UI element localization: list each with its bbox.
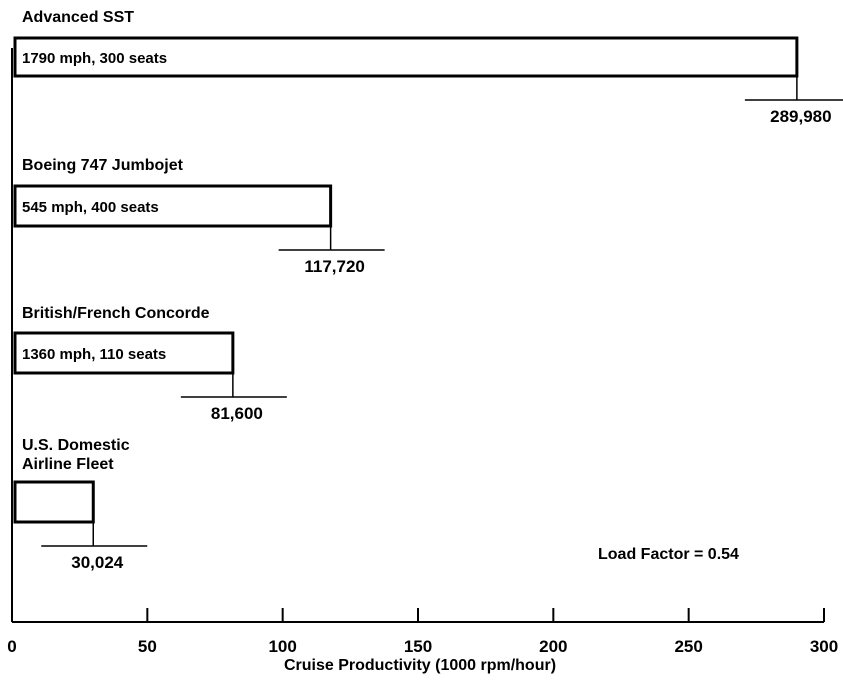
bar-category-label: U.S. Domestic — [22, 437, 130, 454]
bar-inner-label: 1360 mph, 110 seats — [22, 346, 166, 363]
x-tick-label: 200 — [539, 637, 567, 656]
x-tick-label: 50 — [138, 637, 157, 656]
bar-category-label: Boeing 747 Jumbojet — [22, 157, 184, 174]
bar-group: Advanced SST 1790 mph, 300 seats 289,980 — [13, 9, 843, 126]
bar-group: Boeing 747 Jumbojet 545 mph, 400 seats 117… — [13, 157, 385, 276]
bar — [13, 36, 799, 78]
bar — [13, 184, 333, 228]
load-factor-annotation: Load Factor = 0.54 — [598, 546, 739, 563]
bar-category-label: British/French Concorde — [22, 305, 210, 322]
bar-value-label: 81,600 — [211, 404, 263, 423]
bar-category-label: Airline Fleet — [22, 456, 114, 473]
x-axis-label: Cruise Productivity (1000 rpm/hour) — [284, 657, 556, 674]
x-tick-label: 300 — [810, 637, 838, 656]
bar-value-label: 289,980 — [770, 107, 831, 126]
bar-category-label: Advanced SST — [22, 9, 134, 26]
bar-value-label: 117,720 — [304, 257, 365, 276]
bar-inner-label: 545 mph, 400 seats — [22, 199, 159, 216]
bar — [13, 480, 95, 524]
bars-layer: Advanced SST 1790 mph, 300 seats 289,980 Bo… — [13, 9, 843, 572]
bar-value-label: 30,024 — [71, 553, 124, 572]
x-tick-label: 0 — [7, 637, 16, 656]
x-tick-label: 100 — [268, 637, 296, 656]
bar-group: U.S. Domestic Airline Fleet 30,024 — [13, 437, 148, 572]
x-tick-label: 250 — [674, 637, 702, 656]
bar-group: British/French Concorde 1360 mph, 110 sea… — [13, 305, 287, 423]
x-tick-label: 150 — [404, 637, 432, 656]
x-axis — [11, 48, 825, 623]
bar — [13, 331, 235, 375]
bar-inner-label: 1790 mph, 300 seats — [22, 50, 167, 67]
